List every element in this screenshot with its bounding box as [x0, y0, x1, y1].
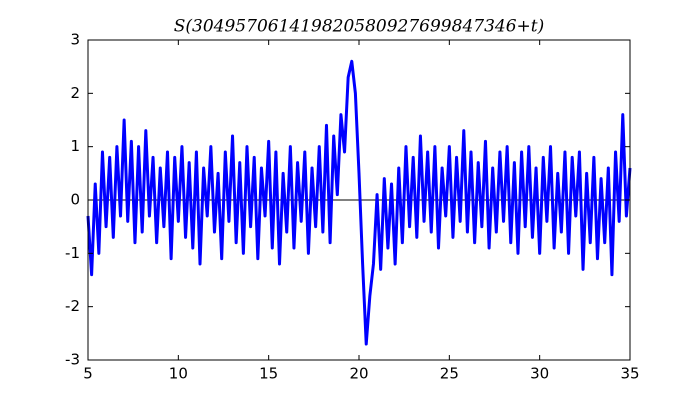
x-tick-label: 10	[169, 365, 188, 383]
y-tick-label: -3	[65, 351, 80, 369]
x-tick-label: 30	[530, 365, 549, 383]
x-tick-label: 25	[440, 365, 459, 383]
data-line	[86, 59, 632, 346]
y-tick-label: 1	[70, 137, 80, 155]
x-tick-label: 5	[83, 365, 93, 383]
x-tick-label: 35	[620, 365, 639, 383]
y-tick-label: -1	[65, 244, 80, 262]
chart-title: S(304957061419820580927699847346+t)	[174, 17, 544, 37]
y-tick-label: 3	[70, 31, 80, 49]
y-tick-label: -2	[65, 297, 80, 315]
x-tick-label: 15	[259, 365, 278, 383]
y-tick-label: 0	[70, 191, 80, 209]
x-tick-label: 20	[349, 365, 368, 383]
y-tick-label: 2	[70, 84, 80, 102]
